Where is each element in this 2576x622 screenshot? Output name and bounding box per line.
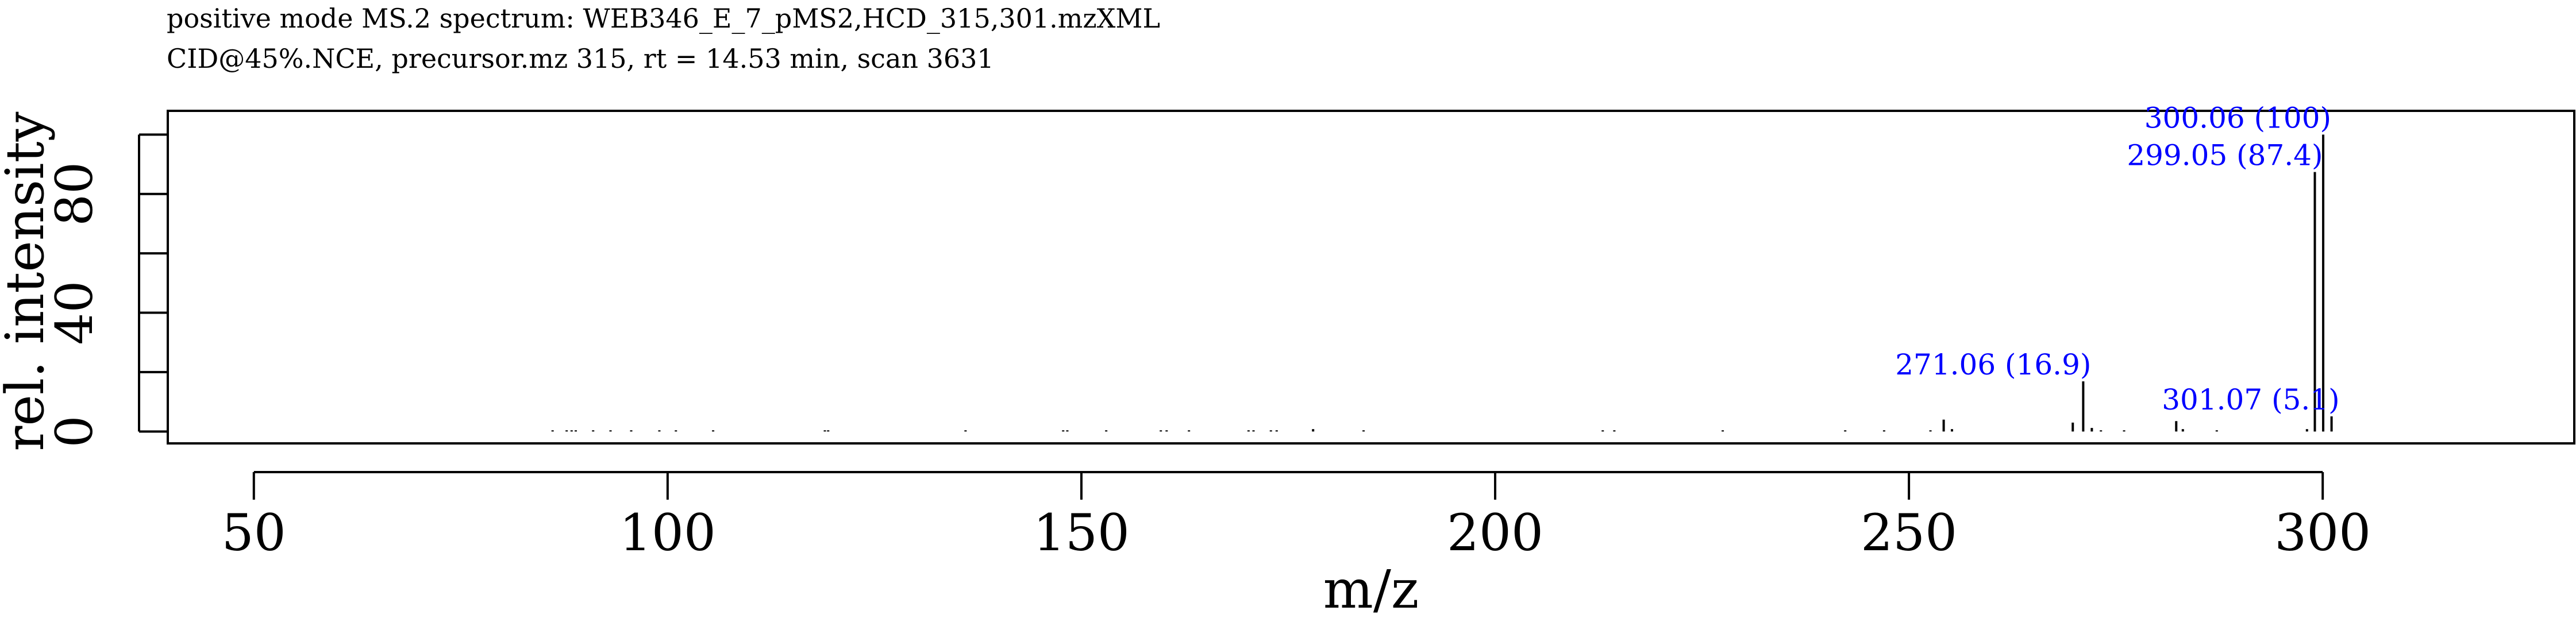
y-tick-label: 0: [45, 415, 104, 447]
peak-labels-layer: 271.06 (16.9) 299.05 (87.4) 300.06 (100) 30…: [1895, 101, 2339, 416]
peak-label: 299.05 (87.4): [2127, 138, 2323, 172]
peak-label: 271.06 (16.9): [1895, 348, 2091, 381]
y-axis-title: rel. intensity: [0, 111, 56, 451]
x-tick-label: 100: [619, 503, 716, 562]
y-tick-label: 40: [45, 281, 104, 345]
x-tick-label: 250: [1861, 503, 1957, 562]
x-axis-title: m/z: [1323, 559, 1419, 620]
peak-label: 301.07 (5.1): [2162, 383, 2339, 416]
y-axis: 0 40 80: [45, 133, 168, 447]
title-line-1: positive mode MS.2 spectrum: WEB346_E_7_…: [167, 3, 1160, 34]
x-axis: 50 100 150 200 250 300: [222, 471, 2371, 562]
x-tick-label: 300: [2274, 503, 2371, 562]
chart-title: positive mode MS.2 spectrum: WEB346_E_7_…: [167, 3, 1160, 74]
peak-label: 300.06 (100): [2144, 101, 2331, 134]
peaks-layer: [551, 134, 2333, 432]
x-tick-label: 50: [222, 503, 286, 562]
title-line-2: CID@45%.NCE, precursor.mz 315, rt = 14.5…: [167, 43, 994, 74]
plot-frame: [167, 110, 2575, 445]
x-tick-label: 150: [1033, 503, 1130, 562]
x-tick-label: 200: [1447, 503, 1543, 562]
y-tick-label: 80: [45, 162, 104, 226]
